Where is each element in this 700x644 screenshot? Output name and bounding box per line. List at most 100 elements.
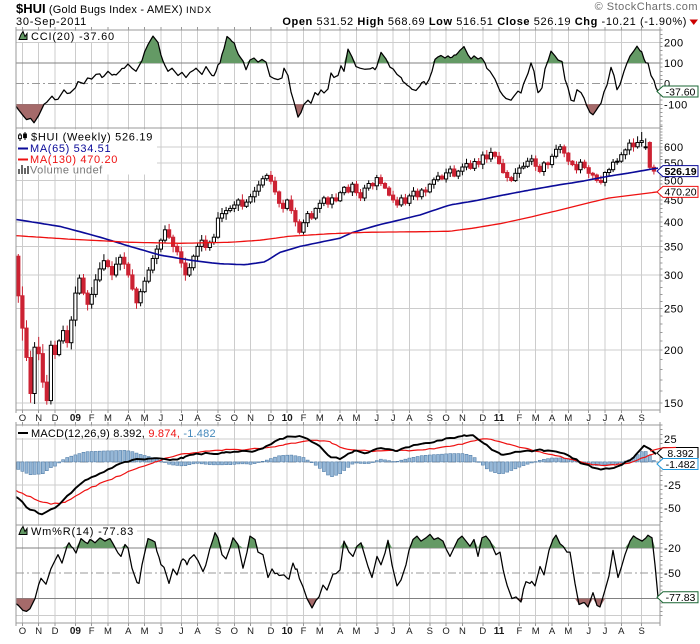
svg-text:J: J [603,626,608,637]
svg-text:526.19: 526.19 [664,166,696,178]
svg-text:M: M [353,626,361,637]
svg-text:N: N [247,413,254,424]
svg-text:450: 450 [664,195,684,207]
svg-text:A: A [337,626,344,637]
svg-text:600: 600 [664,142,684,154]
svg-text:A: A [406,413,413,424]
svg-text:F: F [301,626,307,637]
svg-text:Open 531.52 High 568.69 Low 51: Open 531.52 High 568.69 Low 516.51 Close… [282,16,687,28]
svg-text:CCI(20) -37.60: CCI(20) -37.60 [31,31,115,43]
svg-text:A: A [618,626,625,637]
svg-text:D: D [267,413,274,424]
svg-text:470.20: 470.20 [664,187,696,199]
svg-text:J: J [374,626,379,637]
svg-text:J: J [391,626,396,637]
svg-text:-100: -100 [664,99,688,111]
svg-text:-37.60: -37.60 [666,86,696,98]
svg-text:D: D [267,626,274,637]
svg-text:M: M [532,626,540,637]
svg-text:M: M [104,413,112,424]
svg-text:09: 09 [70,413,82,424]
svg-text:D: D [52,413,59,424]
svg-text:100: 100 [664,58,684,70]
svg-text:J: J [179,413,184,424]
svg-text:S: S [427,626,433,637]
svg-text:-77.83: -77.83 [666,592,696,604]
svg-text:S: S [215,413,221,424]
svg-text:F: F [89,626,95,637]
svg-text:30-Sep-2011: 30-Sep-2011 [16,16,87,28]
svg-text:-1.482: -1.482 [666,459,696,471]
svg-text:11: 11 [494,626,505,637]
svg-text:A: A [337,413,344,424]
svg-text:F: F [516,413,522,424]
svg-text:J: J [391,413,396,424]
svg-text:J: J [374,413,379,424]
svg-text:10: 10 [282,626,294,637]
svg-text:8.392: 8.392 [667,448,693,460]
svg-text:O: O [231,413,238,424]
svg-text:J: J [586,413,591,424]
svg-text:A: A [194,626,201,637]
svg-text:O: O [442,413,449,424]
svg-text:D: D [479,413,486,424]
svg-text:N: N [35,413,42,424]
svg-text:200: 200 [664,38,684,50]
svg-text:J: J [586,626,591,637]
svg-text:A: A [618,413,625,424]
svg-text:350: 350 [664,241,684,253]
svg-text:M: M [141,413,149,424]
svg-text:$HUI (Gold Bugs Index - AMEX): $HUI (Gold Bugs Index - AMEX) INDX [16,1,212,16]
svg-text:MACD(12,26,9) 8.392, 9.874, -1: MACD(12,26,9) 8.392, 9.874, -1.482 [31,428,216,440]
svg-text:10: 10 [282,413,294,424]
svg-text:M: M [104,626,112,637]
svg-text:-50: -50 [664,503,681,515]
svg-text:MA(65) 534.51: MA(65) 534.51 [30,143,111,155]
svg-text:Wm%R(14) -77.83: Wm%R(14) -77.83 [31,526,134,538]
svg-text:A: A [125,413,132,424]
svg-text:F: F [516,626,522,637]
svg-text:MA(130) 470.20: MA(130) 470.20 [30,154,118,166]
svg-text:M: M [532,413,540,424]
svg-text:M: M [316,626,324,637]
svg-text:A: A [549,413,556,424]
svg-text:A: A [194,413,201,424]
svg-text:250: 250 [664,304,684,316]
svg-text:S: S [639,626,645,637]
svg-text:O: O [19,413,26,424]
svg-text:S: S [427,413,433,424]
svg-text:N: N [35,626,42,637]
svg-text:400: 400 [664,217,684,229]
svg-text:M: M [353,413,361,424]
svg-text:$HUI (Weekly) 526.19: $HUI (Weekly) 526.19 [31,132,153,144]
svg-text:25: 25 [664,434,677,446]
svg-text:S: S [215,626,221,637]
svg-text:A: A [406,626,413,637]
svg-text:M: M [316,413,324,424]
svg-text:11: 11 [494,413,505,424]
svg-text:O: O [442,626,449,637]
svg-text:N: N [459,626,466,637]
svg-text:-20: -20 [664,543,681,555]
svg-text:D: D [52,626,59,637]
svg-text:-25: -25 [664,480,681,492]
svg-text:S: S [639,413,645,424]
svg-text:D: D [479,626,486,637]
svg-text:500: 500 [664,176,684,188]
svg-text:09: 09 [70,626,82,637]
svg-text:200: 200 [664,345,684,357]
svg-text:150: 150 [664,398,684,410]
svg-text:300: 300 [664,270,684,282]
svg-text:O: O [19,626,26,637]
svg-text:M: M [141,626,149,637]
svg-text:J: J [159,413,164,424]
svg-text:F: F [89,413,95,424]
svg-text:© StockCharts.com: © StockCharts.com [595,1,698,13]
svg-text:0: 0 [664,79,671,91]
svg-text:J: J [603,413,608,424]
svg-text:A: A [549,626,556,637]
svg-text:F: F [301,413,307,424]
svg-text:J: J [159,626,164,637]
svg-text:M: M [564,413,572,424]
svg-text:J: J [179,626,184,637]
